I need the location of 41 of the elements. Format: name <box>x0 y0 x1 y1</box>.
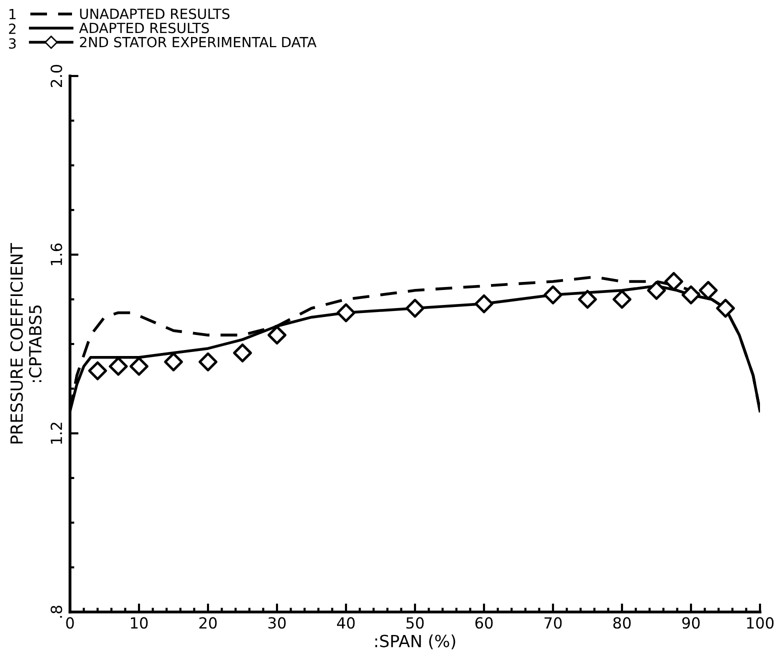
point <box>88 361 108 380</box>
x-tick-label: 90 <box>682 617 700 629</box>
legend-label: UNADAPTED RESULTS <box>80 8 230 20</box>
point <box>698 280 718 300</box>
point <box>716 298 735 318</box>
point <box>268 326 286 345</box>
point <box>198 352 218 372</box>
y-tick-label: 1.6 <box>50 243 62 266</box>
x-tick-label: 70 <box>544 617 562 629</box>
y-tick-label: 1.2 <box>50 422 62 444</box>
point <box>233 343 252 362</box>
point <box>164 352 183 372</box>
point <box>682 285 700 304</box>
point <box>474 294 494 314</box>
x-tick-label: 20 <box>199 617 217 629</box>
point <box>336 303 356 322</box>
point <box>544 285 562 304</box>
point <box>612 290 632 309</box>
text: 1 <box>10 9 16 20</box>
x-tick-label: 80 <box>613 617 631 629</box>
text: 2 <box>9 24 16 34</box>
x-tick-label: 10 <box>130 617 148 629</box>
point <box>664 272 684 291</box>
x-tick-label: 100 <box>747 617 774 629</box>
y-tick-label: .8 <box>50 606 62 618</box>
point <box>647 280 666 300</box>
x-axis-title: :SPAN (%) <box>375 634 456 650</box>
y-tick-label: 2.0 <box>50 64 62 88</box>
legend-label: ADAPTED RESULTS <box>79 22 209 34</box>
point <box>406 298 424 318</box>
legend-label: 2ND STATOR EXPERIMENTAL DATA <box>80 36 316 48</box>
y-axis-title: PRESSURE COEFFICIENT :CPTABS5 <box>10 242 42 444</box>
x-tick-label: 50 <box>406 617 424 629</box>
point <box>578 290 597 309</box>
text: 3 <box>9 38 16 49</box>
point <box>108 356 128 376</box>
point <box>130 356 148 376</box>
x-tick-label: 30 <box>268 617 286 629</box>
x-tick-label: 40 <box>337 617 355 629</box>
x-tick-label: 60 <box>475 617 493 629</box>
x-tick-label: 0 <box>66 617 74 629</box>
